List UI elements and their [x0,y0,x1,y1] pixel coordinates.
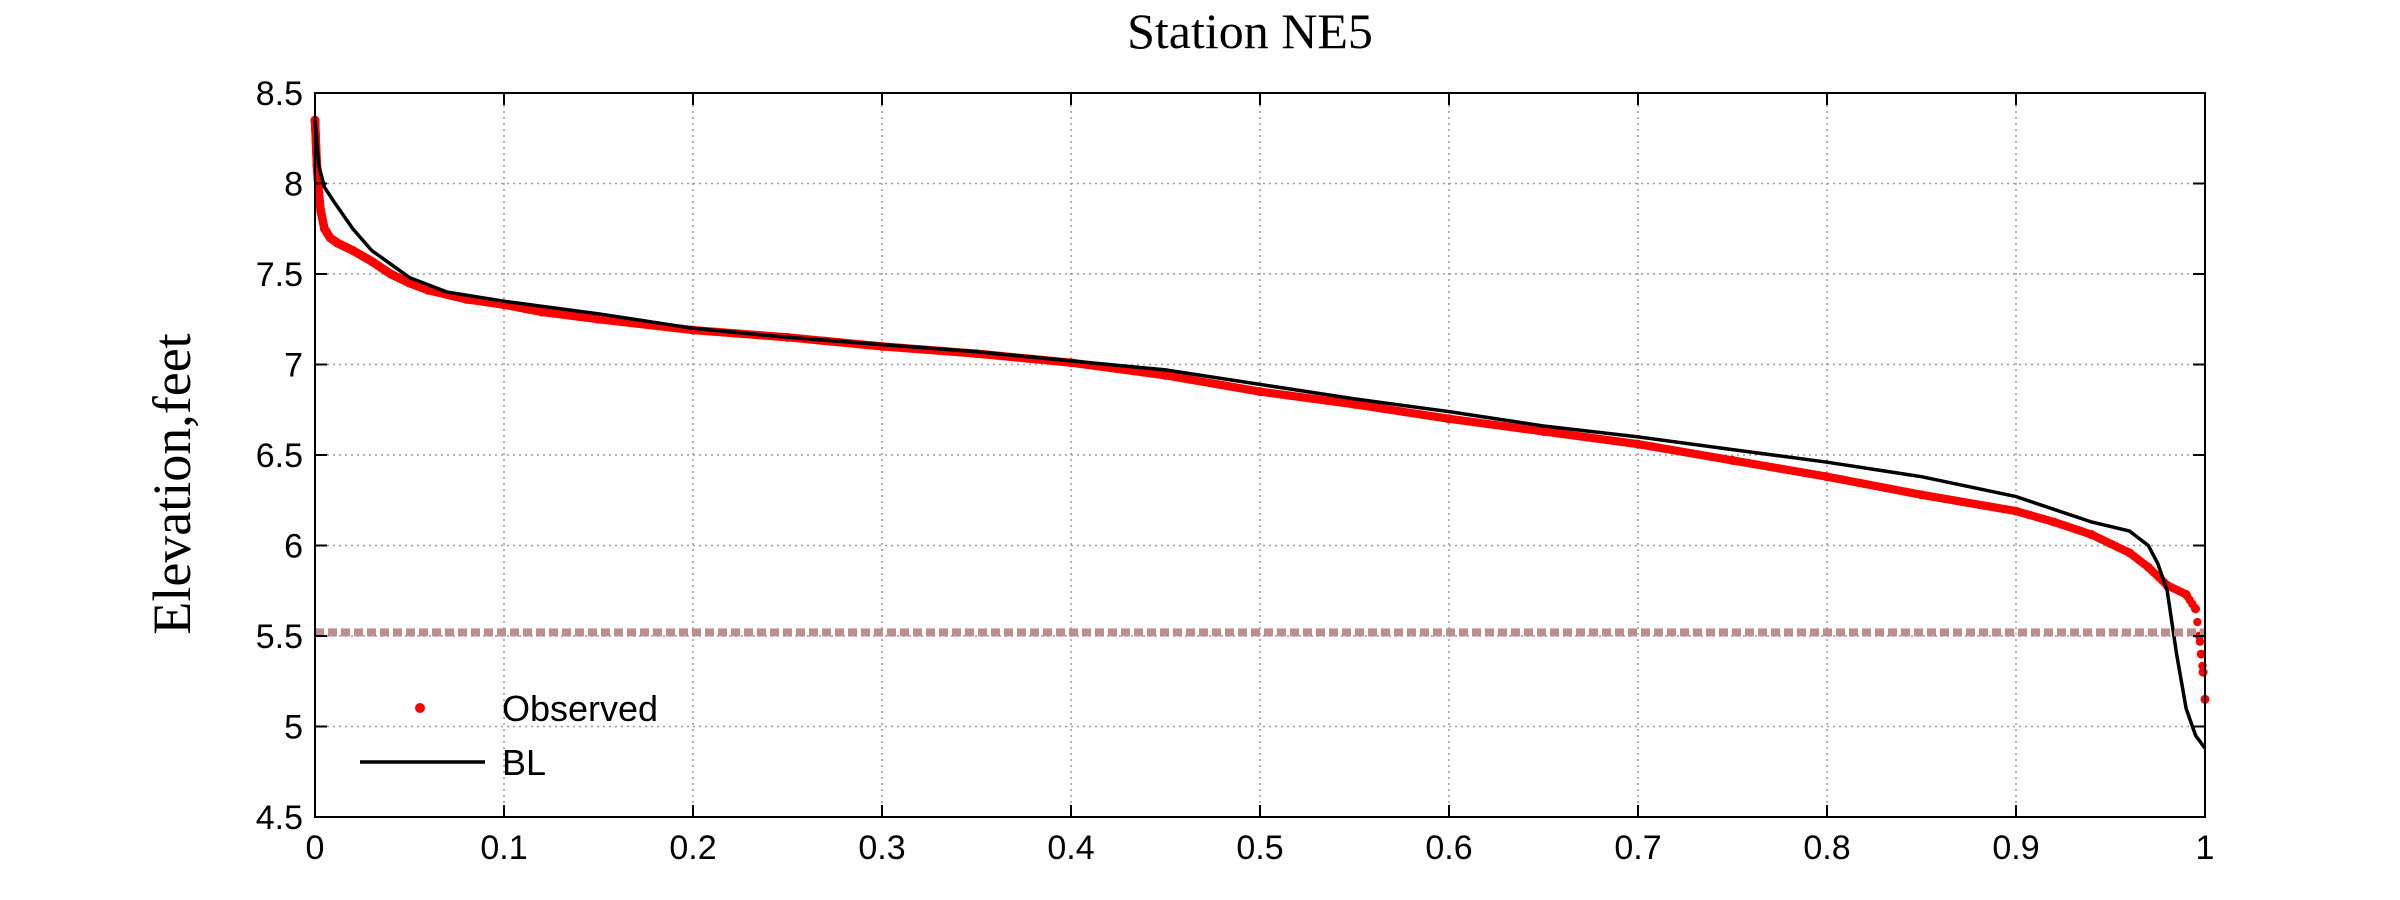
x-tick-label: 0.7 [1614,829,1661,867]
observed-point [1539,426,1548,436]
observed-point [2181,589,2191,599]
y-tick-label: 5 [284,709,303,747]
chart-title: Station NE5 [1127,3,1373,59]
x-tick-label: 0.9 [1992,829,2039,867]
x-tick-label: 0.2 [669,829,716,867]
y-tick-label: 4.5 [256,799,303,837]
observed-point [1444,414,1454,424]
observed-point [2193,617,2202,627]
grid-lines [314,92,2206,818]
legend: Observed BL [360,688,658,783]
observed-point [348,245,358,255]
observed-point [1161,370,1170,380]
y-tick-label: 7 [284,347,303,385]
observed-point [367,256,377,266]
observed-point [594,314,603,324]
observed-point [2143,562,2153,572]
observed-point [1350,399,1359,409]
observed-point [2196,649,2206,659]
observed-point [537,307,547,317]
observed-point [316,206,326,216]
observed-point [325,233,335,243]
y-tick-label: 5.5 [256,618,303,656]
observed-point [1255,387,1265,397]
x-tick-label: 0.1 [480,829,527,867]
observed-point [2191,604,2201,614]
observed-point [1917,490,1926,500]
y-tick-label: 8 [284,166,303,204]
x-tick-label: 0.3 [858,829,905,867]
observed-point [2198,667,2208,677]
axis-ticks: 0 0.1 0.2 0.3 0.4 0.5 0.6 0.7 0.8 0.9 1 4.5 5 5.5 6 6.5… [256,75,2215,867]
observed-point [2011,506,2021,516]
observed-point [333,238,343,248]
x-tick-label: 0.4 [1047,829,1094,867]
observed-point [1822,472,1832,482]
x-tick-label: 0.8 [1803,829,1850,867]
y-tick-label: 8.5 [256,75,303,113]
x-tick-label: 0.6 [1425,829,1472,867]
plot-series [310,115,2210,750]
y-tick-label: 7.5 [256,256,303,294]
observed-point [2087,530,2097,540]
y-axis-label: Elevation,feet [142,333,202,634]
observed-point [2049,517,2059,527]
observed-point [423,285,433,295]
observed-point [1728,455,1737,465]
legend-label: BL [502,742,546,783]
y-tick-label: 6.5 [256,437,303,475]
legend-observed-marker [415,703,425,713]
bl-series-line [313,120,2207,750]
x-tick-label: 1 [2196,829,2215,867]
legend-label: Observed [502,688,658,729]
observed-point [314,188,324,198]
observed-point [2124,548,2134,558]
observed-point [405,278,414,288]
observed-point [319,224,329,234]
x-tick-label: 0 [306,829,325,867]
observed-point [1633,439,1643,449]
y-tick-label: 6 [284,528,303,566]
x-tick-label: 0.5 [1236,829,1283,867]
observed-point [386,269,396,279]
